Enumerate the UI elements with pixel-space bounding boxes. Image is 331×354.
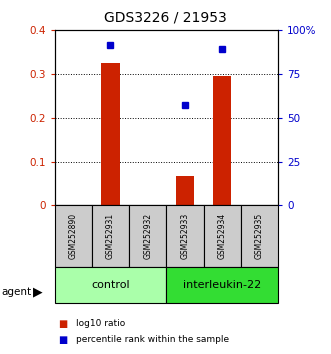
- Text: GSM252931: GSM252931: [106, 213, 115, 259]
- Text: percentile rank within the sample: percentile rank within the sample: [76, 335, 229, 344]
- Text: agent: agent: [2, 287, 32, 297]
- Bar: [55, 205, 92, 267]
- Bar: [129, 205, 166, 267]
- Text: GSM252932: GSM252932: [143, 213, 152, 259]
- Text: GDS3226 / 21953: GDS3226 / 21953: [104, 11, 227, 25]
- Bar: [92, 205, 129, 267]
- Text: ▶: ▶: [33, 286, 43, 298]
- Text: ■: ■: [58, 319, 67, 329]
- Bar: [55, 267, 166, 303]
- Bar: [166, 205, 204, 267]
- Text: log10 ratio: log10 ratio: [76, 319, 125, 329]
- Text: GSM252890: GSM252890: [69, 213, 78, 259]
- Bar: [101, 63, 120, 205]
- Text: ■: ■: [58, 335, 67, 345]
- Text: GSM252933: GSM252933: [180, 213, 189, 259]
- Text: GSM252934: GSM252934: [218, 213, 227, 259]
- Text: interleukin-22: interleukin-22: [183, 280, 261, 290]
- Bar: [213, 76, 231, 205]
- Bar: [204, 205, 241, 267]
- Bar: [241, 205, 278, 267]
- Bar: [176, 176, 194, 205]
- Bar: [166, 267, 278, 303]
- Text: GSM252935: GSM252935: [255, 213, 264, 259]
- Text: control: control: [91, 280, 130, 290]
